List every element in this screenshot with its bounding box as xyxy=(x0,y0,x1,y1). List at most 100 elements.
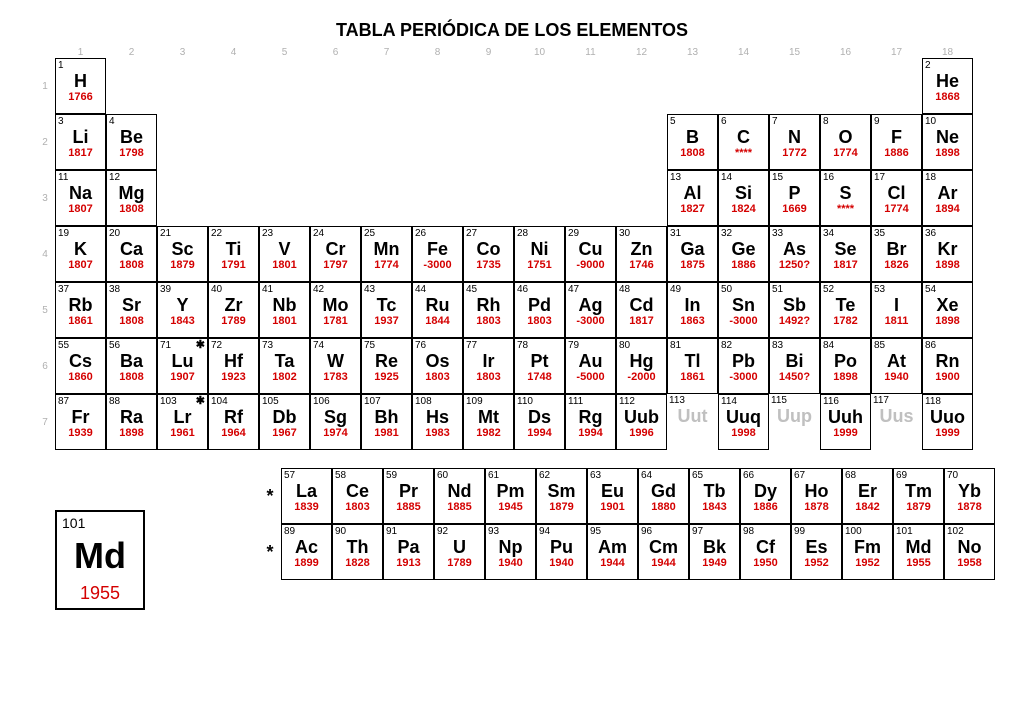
element-symbol: K xyxy=(74,239,87,259)
atomic-number: 59 xyxy=(386,470,397,481)
discovery-year: 1898 xyxy=(935,147,959,160)
discovery-year: 1803 xyxy=(345,501,369,514)
atomic-number: 101 xyxy=(896,526,913,537)
element-cell-Bh: 107Bh1981 xyxy=(361,394,412,450)
element-cell-Es: 99Es1952 xyxy=(791,524,842,580)
element-symbol: Ru xyxy=(426,295,450,315)
discovery-year: 1894 xyxy=(935,203,959,216)
element-symbol: Ta xyxy=(275,351,295,371)
element-cell-No: 102No1958 xyxy=(944,524,995,580)
element-cell-Fr: 87Fr1939 xyxy=(55,394,106,450)
atomic-number: 19 xyxy=(58,228,69,239)
discovery-year: 1748 xyxy=(527,371,551,384)
element-symbol: Ga xyxy=(680,239,704,259)
discovery-year: 1789 xyxy=(447,557,471,570)
discovery-year: 1772 xyxy=(782,147,806,160)
atomic-number: 6 xyxy=(721,116,727,127)
element-symbol: Al xyxy=(684,183,702,203)
discovery-year: 1999 xyxy=(935,427,959,440)
element-cell-W: 74W1783 xyxy=(310,338,361,394)
element-symbol: Tb xyxy=(704,481,726,501)
atomic-number: 43 xyxy=(364,284,375,295)
element-symbol: Cr xyxy=(325,239,345,259)
discovery-year: 1880 xyxy=(651,501,675,514)
element-symbol: Cs xyxy=(69,351,92,371)
element-symbol: Ti xyxy=(226,239,242,259)
atomic-number: 51 xyxy=(772,284,783,295)
element-symbol: Cu xyxy=(579,239,603,259)
empty-cell xyxy=(718,58,769,114)
element-symbol: Pr xyxy=(399,481,418,501)
element-symbol: U xyxy=(453,537,466,557)
element-symbol: Lu xyxy=(172,351,194,371)
element-cell-Sm: 62Sm1879 xyxy=(536,468,587,524)
element-cell-Be: 4Be1798 xyxy=(106,114,157,170)
atomic-number: 44 xyxy=(415,284,426,295)
element-cell-Zn: 30Zn1746 xyxy=(616,226,667,282)
empty-cell xyxy=(463,170,514,226)
element-cell-Tb: 65Tb1843 xyxy=(689,468,740,524)
element-symbol: Pu xyxy=(550,537,573,557)
atomic-number: 7 xyxy=(772,116,778,127)
element-symbol: Db xyxy=(273,407,297,427)
element-symbol: Rf xyxy=(224,407,243,427)
discovery-year: -3000 xyxy=(576,315,604,328)
element-symbol: Uuq xyxy=(726,407,761,427)
element-symbol: Tm xyxy=(905,481,932,501)
atomic-number: 31 xyxy=(670,228,681,239)
atomic-number: 118 xyxy=(925,396,941,407)
discovery-year: 1807 xyxy=(68,203,92,216)
element-cell-Pu: 94Pu1940 xyxy=(536,524,587,580)
atomic-number: 40 xyxy=(211,284,222,295)
element-symbol: Ac xyxy=(295,537,318,557)
atomic-number: 98 xyxy=(743,526,754,537)
element-cell-Sb: 51Sb1492? xyxy=(769,282,820,338)
discovery-year: 1974 xyxy=(323,427,347,440)
atomic-number: 63 xyxy=(590,470,601,481)
empty-cell xyxy=(871,58,922,114)
element-cell-I: 53I1811 xyxy=(871,282,922,338)
atomic-number: 85 xyxy=(874,340,885,351)
element-cell-V: 23V1801 xyxy=(259,226,310,282)
element-symbol: Rb xyxy=(69,295,93,315)
element-symbol: P xyxy=(788,183,800,203)
element-symbol: Sc xyxy=(171,239,193,259)
element-cell-Am: 95Am1944 xyxy=(587,524,638,580)
element-cell-Uuh: 116Uuh1999 xyxy=(820,394,871,450)
empty-cell xyxy=(565,114,616,170)
atomic-number: 32 xyxy=(721,228,732,239)
discovery-year: 1994 xyxy=(578,427,602,440)
element-cell-Au: 79Au-5000 xyxy=(565,338,616,394)
discovery-year: 1817 xyxy=(629,315,653,328)
element-symbol: N xyxy=(788,127,801,147)
empty-cell xyxy=(208,58,259,114)
element-cell-Pt: 78Pt1748 xyxy=(514,338,565,394)
empty-cell xyxy=(361,170,412,226)
element-symbol: Eu xyxy=(601,481,624,501)
empty-cell xyxy=(616,58,667,114)
element-cell-Te: 52Te1782 xyxy=(820,282,871,338)
element-cell-Ti: 22Ti1791 xyxy=(208,226,259,282)
group-label: 2 xyxy=(106,47,157,58)
discovery-year: 1939 xyxy=(68,427,92,440)
atomic-number: 103 xyxy=(160,396,177,407)
element-cell-Np: 93Np1940 xyxy=(485,524,536,580)
discovery-year: -3000 xyxy=(729,371,757,384)
atomic-number: 36 xyxy=(925,228,936,239)
discovery-year: 1807 xyxy=(68,259,92,272)
element-symbol: Ne xyxy=(936,127,959,147)
element-symbol: Ba xyxy=(120,351,143,371)
element-symbol: Bk xyxy=(703,537,726,557)
element-cell-Hg: 80Hg-2000 xyxy=(616,338,667,394)
group-label: 3 xyxy=(157,47,208,58)
atomic-number: 94 xyxy=(539,526,550,537)
atomic-number: 96 xyxy=(641,526,652,537)
atomic-number: 26 xyxy=(415,228,426,239)
empty-cell xyxy=(361,58,412,114)
element-cell-Sc: 21Sc1879 xyxy=(157,226,208,282)
element-cell-N: 7N1772 xyxy=(769,114,820,170)
atomic-number: 21 xyxy=(160,228,171,239)
element-symbol: Xe xyxy=(936,295,958,315)
atomic-number: 71 xyxy=(160,340,171,351)
discovery-year: 1802 xyxy=(272,371,296,384)
